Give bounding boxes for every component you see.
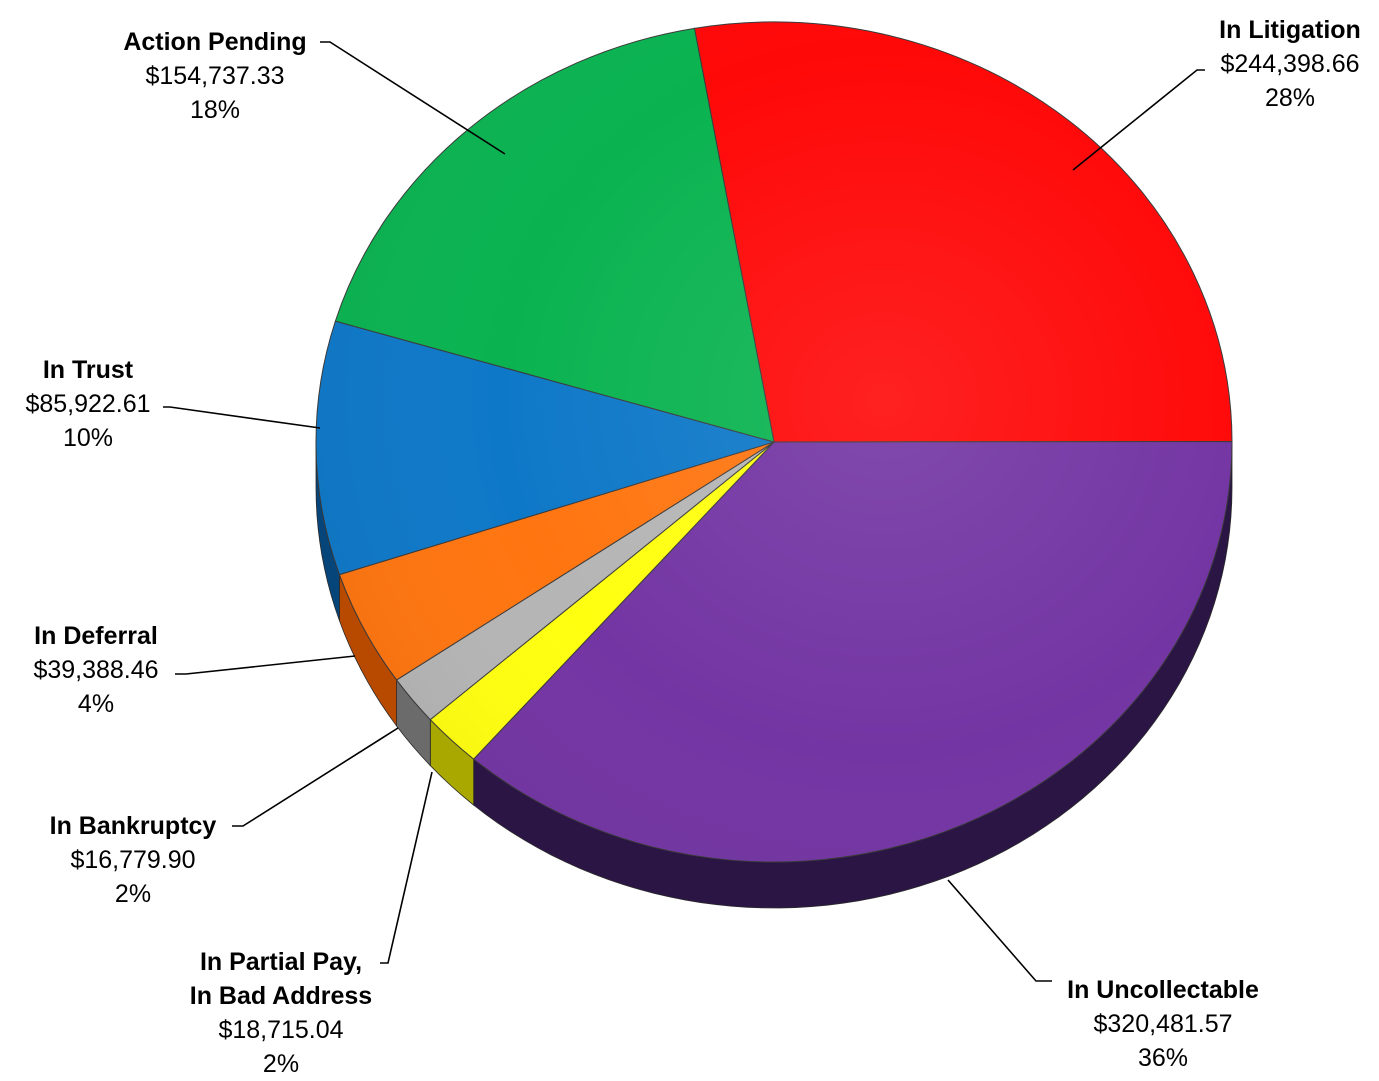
slice-in-litigation: [693, 21, 1233, 443]
label-name: In Litigation: [1219, 16, 1361, 44]
label-value: $16,779.90: [70, 846, 195, 874]
label-name: In Partial Pay,: [200, 948, 362, 976]
label-percent: 28%: [1265, 84, 1315, 112]
label-name: In Bad Address: [190, 982, 372, 1010]
leader-line-in-trust: [163, 406, 321, 429]
label-percent: 18%: [190, 96, 240, 124]
label-name: In Uncollectable: [1067, 976, 1259, 1004]
label-in-trust: In Trust $85,922.61 10%: [25, 356, 150, 452]
leader-line-in-bankruptcy: [232, 727, 399, 827]
label-percent: 2%: [115, 880, 151, 908]
label-percent: 36%: [1138, 1044, 1188, 1072]
pie-slices: [315, 21, 1233, 863]
leader-lines: [163, 41, 1205, 982]
label-value: $18,715.04: [218, 1016, 343, 1044]
label-name: In Deferral: [34, 622, 158, 650]
label-name: Action Pending: [123, 28, 306, 56]
label-in-partial-pay-in-bad-address: In Partial Pay, In Bad Address $18,715.04 2…: [190, 948, 372, 1078]
leader-line-in-partial-pay-in-bad-address: [380, 771, 433, 964]
leader-line-action-pending: [320, 41, 506, 155]
label-name: In Trust: [43, 356, 134, 384]
slice-labels: In Litigation $244,398.66 28% In Uncollecta…: [25, 16, 1360, 1078]
label-in-bankruptcy: In Bankruptcy $16,779.90 2%: [50, 812, 217, 908]
label-percent: 10%: [63, 424, 113, 452]
label-value: $154,737.33: [145, 62, 284, 90]
label-in-uncollectable: In Uncollectable $320,481.57 36%: [1067, 976, 1259, 1072]
label-action-pending: Action Pending $154,737.33 18%: [123, 28, 306, 124]
label-percent: 2%: [263, 1050, 299, 1078]
label-percent: 4%: [78, 690, 114, 718]
leader-line-in-deferral: [175, 655, 356, 675]
leader-line-in-litigation: [1072, 69, 1205, 171]
label-name: In Bankruptcy: [50, 812, 217, 840]
label-value: $85,922.61: [25, 390, 150, 418]
label-in-litigation: In Litigation $244,398.66 28%: [1219, 16, 1361, 112]
label-value: $320,481.57: [1093, 1010, 1232, 1038]
label-value: $244,398.66: [1220, 50, 1359, 78]
leader-line-in-uncollectable: [947, 879, 1052, 982]
label-in-deferral: In Deferral $39,388.46 4%: [33, 622, 158, 718]
label-value: $39,388.46: [33, 656, 158, 684]
